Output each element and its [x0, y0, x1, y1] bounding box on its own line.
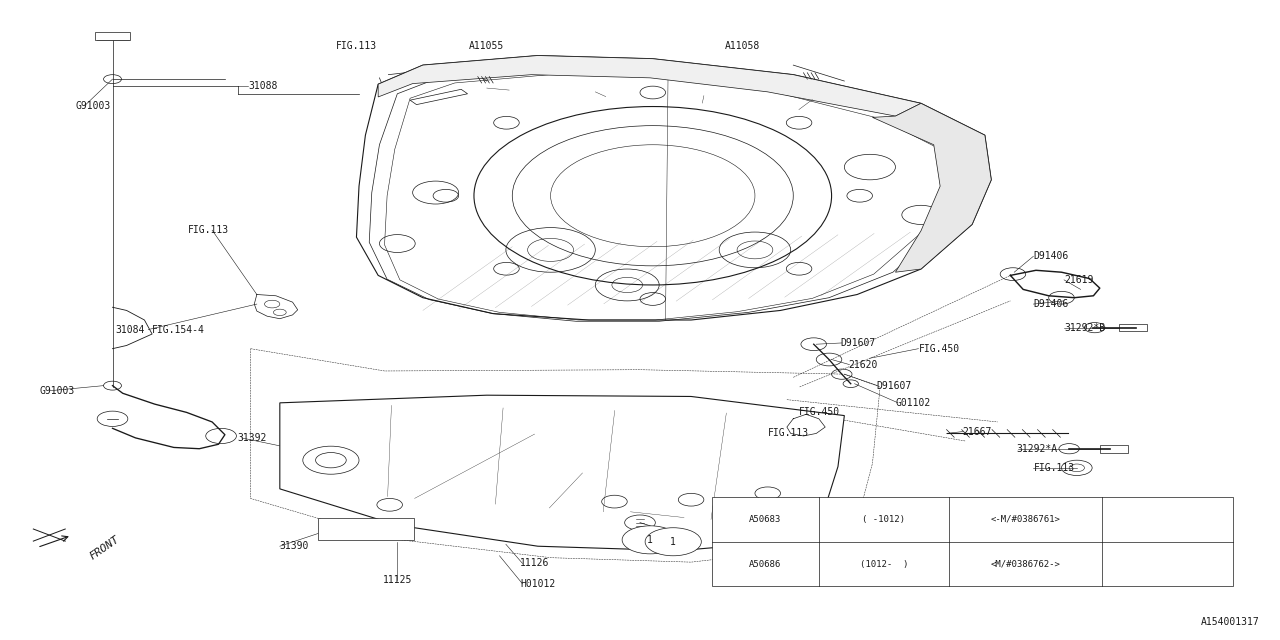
Text: A50683: A50683: [749, 515, 781, 524]
Text: D91406: D91406: [1033, 252, 1069, 261]
Text: FIG.113: FIG.113: [1033, 463, 1074, 473]
Polygon shape: [378, 56, 922, 116]
Text: 21619: 21619: [1064, 275, 1093, 285]
Text: 31292*A: 31292*A: [1016, 444, 1057, 454]
Text: A11058: A11058: [724, 41, 760, 51]
Text: FIG.154-4: FIG.154-4: [152, 324, 205, 335]
Bar: [95, 32, 131, 40]
Text: 21620: 21620: [849, 360, 878, 370]
Text: H01012: H01012: [520, 579, 556, 589]
Text: A154001317: A154001317: [1201, 617, 1260, 627]
Text: FIG.113: FIG.113: [188, 225, 229, 235]
Text: 31292*B: 31292*B: [1064, 323, 1105, 333]
Text: D91607: D91607: [841, 338, 876, 348]
Text: ( -1012): ( -1012): [863, 515, 905, 524]
Text: 11125: 11125: [383, 575, 412, 585]
Text: A11055: A11055: [468, 41, 504, 51]
Text: A50686: A50686: [749, 559, 781, 568]
Text: FIG.450: FIG.450: [799, 408, 840, 417]
Text: D91607: D91607: [877, 381, 911, 390]
Text: 1: 1: [671, 537, 676, 547]
Circle shape: [622, 526, 678, 554]
Text: <-M/#0386761>: <-M/#0386761>: [991, 515, 1061, 524]
Text: FIG.450: FIG.450: [919, 344, 960, 354]
Bar: [712, 497, 1233, 586]
Text: G01102: G01102: [896, 398, 931, 408]
Text: D91406: D91406: [1033, 299, 1069, 309]
Polygon shape: [280, 395, 845, 550]
Bar: [319, 518, 413, 540]
Text: 21667: 21667: [961, 426, 991, 436]
Bar: [1100, 445, 1128, 452]
Text: 1: 1: [648, 535, 653, 545]
Polygon shape: [873, 103, 991, 272]
Text: <M/#0386762->: <M/#0386762->: [991, 559, 1061, 568]
Text: G91003: G91003: [76, 101, 110, 111]
Text: 31392: 31392: [238, 433, 268, 443]
Bar: [1119, 324, 1147, 332]
Text: FIG.113: FIG.113: [768, 428, 809, 438]
Circle shape: [645, 528, 701, 556]
Text: G91003: G91003: [40, 386, 76, 396]
Polygon shape: [356, 56, 991, 320]
Text: FRONT: FRONT: [88, 534, 122, 562]
Text: 31088: 31088: [248, 81, 278, 91]
Text: FIG.113: FIG.113: [335, 41, 378, 51]
Text: 31390: 31390: [280, 541, 310, 551]
Text: 11126: 11126: [520, 559, 549, 568]
Text: (1012-  ): (1012- ): [860, 559, 908, 568]
Text: 31084: 31084: [115, 324, 145, 335]
